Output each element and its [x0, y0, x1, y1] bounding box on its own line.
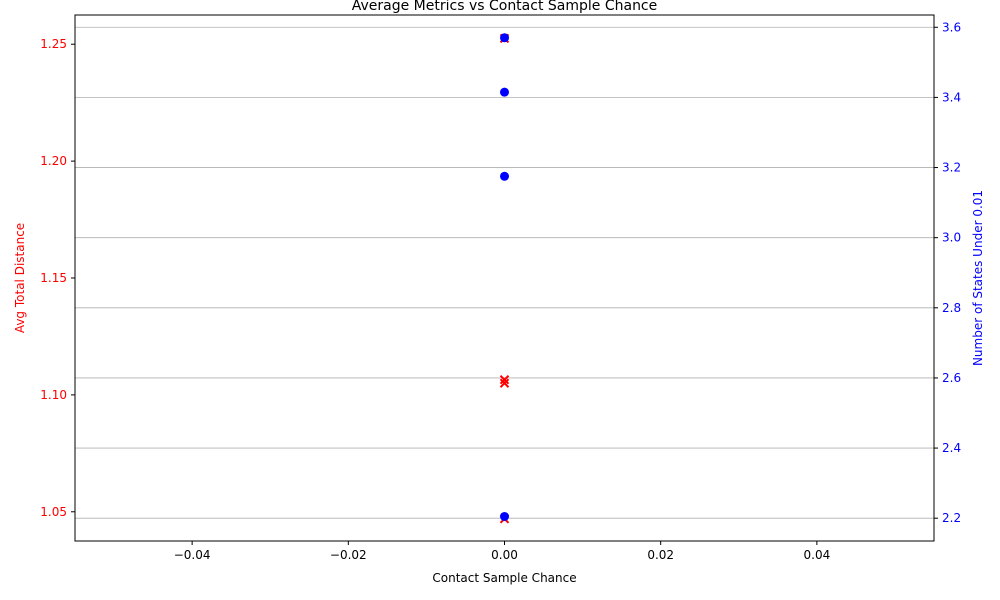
- y-right-tick-label: 2.8: [942, 301, 961, 315]
- chart-title: Average Metrics vs Contact Sample Chance: [352, 0, 658, 14]
- data-point-circle: [500, 87, 509, 97]
- y-right-tick-label: 2.4: [942, 441, 961, 455]
- y-left-tick-label: 1.10: [40, 388, 67, 402]
- y-right-tick-label: 2.6: [942, 371, 961, 385]
- grid-lines: [75, 26, 934, 519]
- data-point-circle: [500, 511, 509, 521]
- data-points: [499, 33, 510, 524]
- data-point-x: [499, 374, 510, 385]
- data-point-x: [499, 378, 510, 388]
- y-axis-left-title: Avg Total Distance: [13, 223, 27, 333]
- y-right-tick-label: 2.2: [942, 511, 961, 525]
- x-axis: −0.04 −0.02 0.00 0.02 0.04: [174, 541, 830, 562]
- y-left-tick-label: 1.05: [40, 505, 67, 519]
- y-axis-left: 1.05 1.10 1.15 1.20 1.25: [40, 37, 75, 519]
- y-left-tick-label: 1.15: [40, 271, 67, 285]
- y-right-tick-label: 3.0: [942, 231, 961, 245]
- y-right-tick-label: 3.6: [942, 20, 961, 34]
- x-tick-label: −0.04: [174, 548, 211, 562]
- y-right-tick-label: 3.2: [942, 161, 961, 175]
- y-axis-right-title: Number of States Under 0.01: [971, 190, 985, 366]
- x-axis-title: Contact Sample Chance: [432, 571, 576, 585]
- y-axis-right: 2.2 2.4 2.6 2.8 3.0 3.2 3.4 3.6: [934, 20, 961, 525]
- data-point-circle: [500, 33, 509, 43]
- x-tick-label: 0.00: [491, 548, 518, 562]
- x-tick-label: −0.02: [330, 548, 367, 562]
- x-tick-label: 0.04: [804, 548, 831, 562]
- x-tick-label: 0.02: [647, 548, 674, 562]
- y-left-tick-label: 1.25: [40, 37, 67, 51]
- data-point-circle: [500, 171, 509, 181]
- y-right-tick-label: 3.4: [942, 90, 961, 104]
- y-left-tick-label: 1.20: [40, 154, 67, 168]
